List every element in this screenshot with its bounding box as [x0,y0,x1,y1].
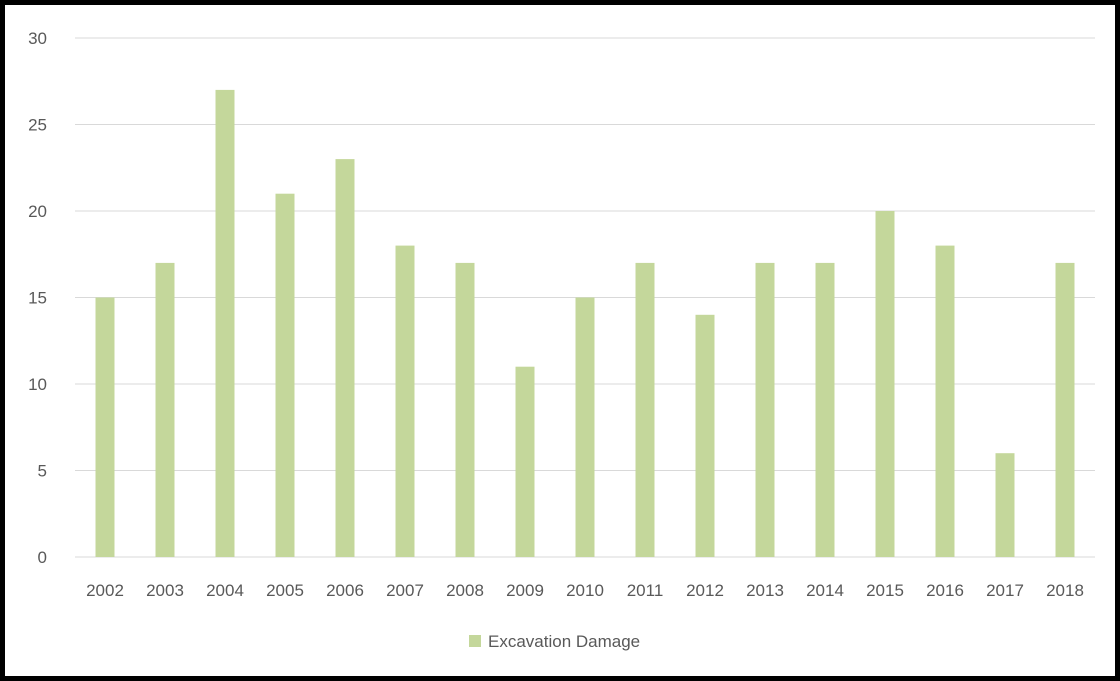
y-tick-label: 5 [38,462,47,481]
y-tick-label: 15 [28,289,47,308]
x-tick-label: 2010 [566,581,604,600]
x-tick-label: 2008 [446,581,484,600]
x-tick-label: 2014 [806,581,844,600]
x-tick-label: 2013 [746,581,784,600]
bars [95,89,1075,558]
bar-2002 [95,297,115,557]
x-axis-ticks: 2002 2003 2004 2005 2006 2007 2008 2009 2010 2011… [86,581,1084,600]
x-tick-label: 2015 [866,581,904,600]
x-tick-label: 2011 [627,581,664,600]
bar-2004 [215,89,235,558]
bar-2007 [395,245,415,557]
y-tick-label: 30 [28,29,47,48]
bar-2011 [635,262,655,557]
x-tick-label: 2012 [686,581,724,600]
x-tick-label: 2003 [146,581,184,600]
x-tick-label: 2016 [926,581,964,600]
bar-2012 [695,314,715,557]
x-tick-label: 2005 [266,581,304,600]
bar-2017 [995,453,1015,557]
x-tick-label: 2017 [986,581,1024,600]
x-tick-label: 2002 [86,581,124,600]
y-tick-label: 10 [28,375,47,394]
bar-2006 [335,159,355,557]
legend-swatch [469,635,481,647]
bar-2010 [575,297,595,557]
x-tick-label: 2007 [386,581,424,600]
bar-2013 [755,262,775,557]
bar-2008 [455,262,475,557]
x-tick-label: 2018 [1046,581,1084,600]
bar-2014 [815,262,835,557]
bar-2005 [275,193,295,557]
y-tick-label: 20 [28,202,47,221]
y-tick-label: 0 [38,548,47,567]
y-axis-ticks: 0 5 10 15 20 25 30 [28,29,47,567]
x-tick-label: 2009 [506,581,544,600]
y-tick-label: 25 [28,116,47,135]
x-tick-label: 2004 [206,581,244,600]
bar-2018 [1055,262,1075,557]
x-tick-label: 2006 [326,581,364,600]
gridlines [75,37,1095,558]
legend-label: Excavation Damage [488,632,640,651]
bar-2015 [875,211,895,557]
legend: Excavation Damage [469,632,640,651]
bar-2009 [515,366,535,557]
bar-2003 [155,262,175,557]
bar-2016 [935,245,955,557]
